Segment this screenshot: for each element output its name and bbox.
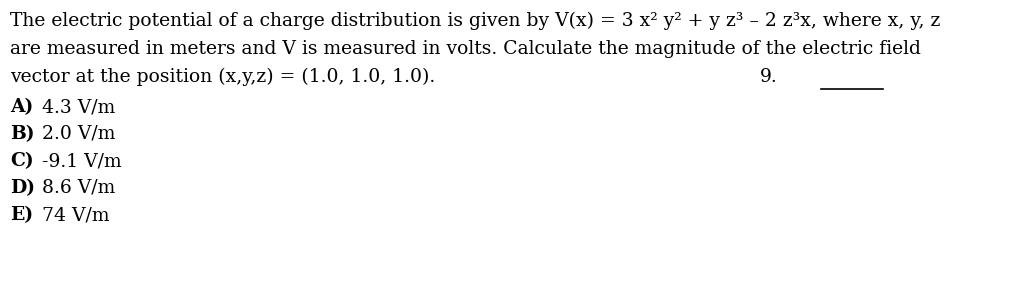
Text: -9.1 V/m: -9.1 V/m (42, 152, 122, 170)
Text: 8.6 V/m: 8.6 V/m (42, 179, 116, 197)
Text: C): C) (10, 152, 34, 170)
Text: D): D) (10, 179, 35, 197)
Text: The electric potential of a charge distribution is given by V(x) = 3 x² y² + y z: The electric potential of a charge distr… (10, 12, 940, 30)
Text: B): B) (10, 125, 35, 143)
Text: 2.0 V/m: 2.0 V/m (42, 125, 116, 143)
Text: vector at the position (x,y,z) = (1.0, 1.0, 1.0).: vector at the position (x,y,z) = (1.0, 1… (10, 68, 435, 86)
Text: are measured in meters and V is measured in volts. Calculate the magnitude of th: are measured in meters and V is measured… (10, 40, 921, 58)
Text: 4.3 V/m: 4.3 V/m (42, 98, 116, 116)
Text: 74 V/m: 74 V/m (42, 206, 110, 224)
Text: 9.: 9. (760, 68, 778, 86)
Text: A): A) (10, 98, 33, 116)
Text: E): E) (10, 206, 33, 224)
